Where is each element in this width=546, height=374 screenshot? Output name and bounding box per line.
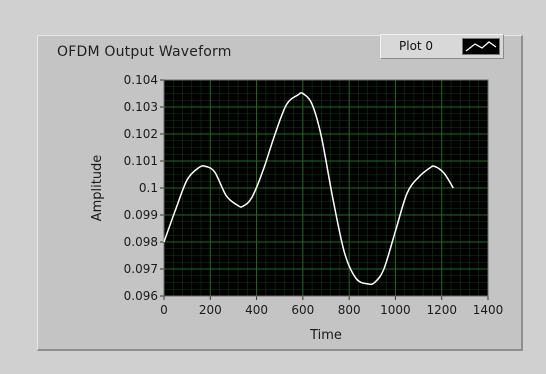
x-tick-label: 1400	[473, 303, 504, 317]
y-tick-label: 0.1	[139, 181, 158, 195]
x-tick-label: 0	[160, 303, 168, 317]
y-tick-label: 0.103	[124, 100, 158, 114]
x-tick-label: 600	[291, 303, 314, 317]
y-tick-label: 0.104	[124, 73, 158, 87]
y-axis-label: Amplitude	[90, 155, 105, 222]
legend-line-swatch[interactable]	[462, 38, 500, 55]
y-tick-label: 0.098	[124, 235, 158, 249]
y-tick-label: 0.099	[124, 208, 158, 222]
line-sample-icon	[465, 41, 497, 52]
plot-legend[interactable]: Plot 0	[380, 34, 504, 59]
x-tick-label: 1000	[380, 303, 411, 317]
series-line-plot-0	[163, 91, 454, 286]
x-tick-label: 800	[338, 303, 361, 317]
y-tick-label: 0.101	[124, 154, 158, 168]
y-tick-label: 0.102	[124, 127, 158, 141]
y-tick-label: 0.097	[124, 262, 158, 276]
x-tick-label: 1200	[426, 303, 457, 317]
x-tick-label: 400	[245, 303, 268, 317]
x-axis-label: Time	[309, 328, 342, 343]
graph-title: OFDM Output Waveform	[57, 44, 232, 60]
x-tick-label: 200	[199, 303, 222, 317]
y-tick-label: 0.096	[124, 289, 158, 303]
legend-plot-name[interactable]: Plot 0	[399, 39, 434, 53]
plot-border	[163, 79, 489, 297]
